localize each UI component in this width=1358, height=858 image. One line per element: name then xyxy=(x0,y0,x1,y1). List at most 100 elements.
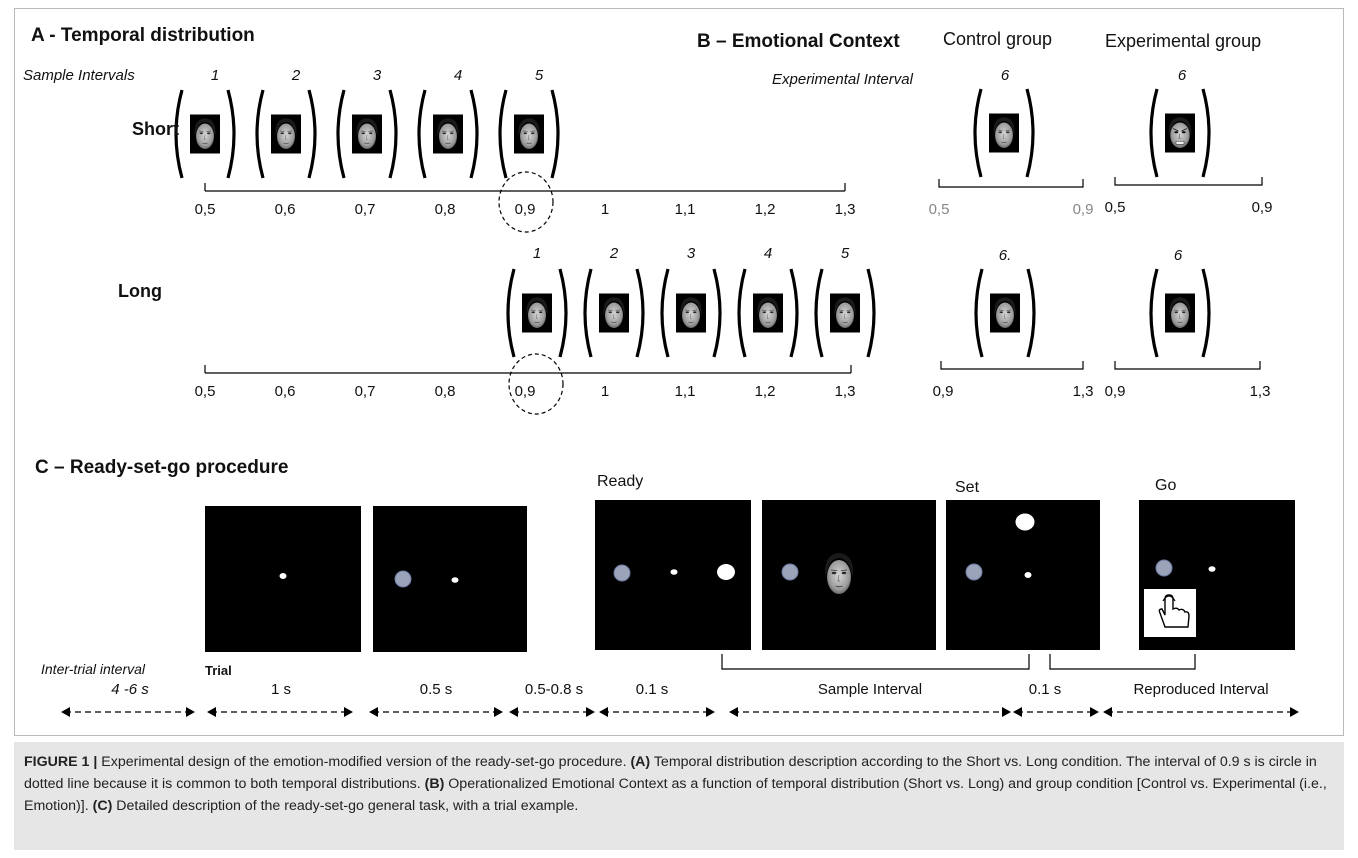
ready-disk xyxy=(965,563,983,581)
caption-lead: FIGURE 1 | xyxy=(24,754,98,770)
long-axis-tick-label: 1,1 xyxy=(674,383,696,400)
ready-disk xyxy=(781,563,799,581)
caption-b: (B) xyxy=(424,776,445,792)
ready-flash xyxy=(717,564,735,580)
long-sample-number: 2 xyxy=(609,245,619,262)
arrow-head-left xyxy=(61,707,70,717)
left-bracket xyxy=(417,89,427,179)
right-bracket xyxy=(550,89,560,179)
panel-a-title: A - Temporal distribution xyxy=(31,25,255,47)
face-photo-icon xyxy=(433,114,463,154)
right-bracket xyxy=(635,268,645,358)
go-label: Go xyxy=(1155,477,1177,494)
panel-c-title: C – Ready-set-go procedure xyxy=(35,457,288,479)
long-sample-number: 4 xyxy=(763,245,773,262)
control-long-number: 6. xyxy=(998,247,1012,264)
face-photo-icon xyxy=(830,293,860,333)
left-bracket xyxy=(583,268,593,358)
control-short-tick-start: 0,5 xyxy=(928,201,950,218)
duration-arrow xyxy=(1103,707,1299,717)
long-sample-number: 5 xyxy=(840,245,850,262)
face-photo-icon xyxy=(190,114,220,154)
right-bracket xyxy=(1025,88,1035,178)
left-bracket xyxy=(255,89,265,179)
face-photo-icon xyxy=(819,548,859,600)
experimental-long-face-stimulus xyxy=(1149,268,1211,358)
face-photo-icon xyxy=(599,293,629,333)
caption-text-3: Operationalized Emotional Context as a f… xyxy=(24,776,1327,814)
short-axis-tick-label: 0,8 xyxy=(434,201,456,218)
left-bracket xyxy=(506,268,516,358)
control-long-tick-start: 0,9 xyxy=(932,383,954,400)
control-short-face-stimulus xyxy=(973,88,1035,178)
control-short-number: 6 xyxy=(1000,67,1010,84)
long-face-stimulus xyxy=(737,268,799,358)
short-axis-tick-label: 0,7 xyxy=(354,201,376,218)
control-long-face-stimulus xyxy=(974,268,1036,358)
fixation-dot xyxy=(1208,566,1216,572)
dotted-circle-0-9-short xyxy=(498,171,554,233)
arrow-head-left xyxy=(1013,707,1022,717)
short-face-stimulus xyxy=(255,89,317,179)
arrow-head-right xyxy=(186,707,195,717)
right-bracket xyxy=(388,89,398,179)
face-photo-icon xyxy=(1165,113,1195,153)
arrow-head-right xyxy=(1290,707,1299,717)
arrow-head-right xyxy=(494,707,503,717)
panel-a-title-text: - Temporal distribution xyxy=(44,25,255,46)
ready-disk xyxy=(1155,559,1173,577)
ready-disk xyxy=(613,564,631,582)
long-face-stimulus xyxy=(660,268,722,358)
face-photo-icon xyxy=(990,293,1020,333)
duration-arrow xyxy=(369,707,503,717)
right-bracket xyxy=(789,268,799,358)
fixation-dot xyxy=(670,569,678,575)
experimental-short-number: 6 xyxy=(1177,67,1187,84)
experimental-short-axis xyxy=(1114,177,1263,186)
arrow-head-right xyxy=(586,707,595,717)
long-axis-tick-label: 0,9 xyxy=(514,383,536,400)
long-sample-number: 1 xyxy=(532,245,542,262)
control-group-label: Control group xyxy=(943,29,1053,49)
experimental-group-label: Experimental group xyxy=(1105,31,1262,51)
short-sample-number: 3 xyxy=(372,67,382,84)
long-axis-tick-label: 0,6 xyxy=(274,383,296,400)
panel-c-letter: C xyxy=(35,457,49,478)
caption-c: (C) xyxy=(92,798,113,814)
long-axis-tick-label: 1 xyxy=(600,383,610,400)
short-face-stimulus xyxy=(417,89,479,179)
arrow-head-right xyxy=(1090,707,1099,717)
face-photo-icon xyxy=(514,114,544,154)
right-bracket xyxy=(712,268,722,358)
long-condition-label: Long xyxy=(118,281,162,301)
right-bracket xyxy=(558,268,568,358)
right-bracket xyxy=(1201,88,1211,178)
figure-caption: FIGURE 1 | Experimental design of the em… xyxy=(14,742,1344,850)
experimental-short-face-stimulus xyxy=(1149,88,1211,178)
arrow-head-left xyxy=(729,707,738,717)
panel-b-title-text: – Emotional Context xyxy=(710,31,900,52)
face-photo-icon xyxy=(522,293,552,333)
short-axis-tick-label: 1,1 xyxy=(674,201,696,218)
caption-text-1: Experimental design of the emotion-modif… xyxy=(97,754,631,770)
sample-intervals-label: Sample Intervals xyxy=(23,67,135,84)
short-axis-tick-label: 1 xyxy=(600,201,610,218)
long-axis-tick-label: 0,8 xyxy=(434,383,456,400)
duration-label: Sample Interval xyxy=(817,681,923,698)
control-short-tick-end: 0,9 xyxy=(1072,201,1094,218)
right-bracket xyxy=(1026,268,1036,358)
duration-label: 4 -6 s xyxy=(111,681,149,698)
short-axis-tick-label: 0,6 xyxy=(274,201,296,218)
fixation-dot xyxy=(279,573,287,579)
long-axis-tick-label: 1,2 xyxy=(754,383,776,400)
long-face-stimulus xyxy=(814,268,876,358)
arrow-head-right xyxy=(344,707,353,717)
face-photo-icon xyxy=(1165,293,1195,333)
dotted-circle-0-9-long xyxy=(508,353,564,415)
short-face-stimulus xyxy=(336,89,398,179)
arrow-head-right xyxy=(1002,707,1011,717)
experimental-short-tick-start: 0,5 xyxy=(1104,199,1126,216)
left-bracket xyxy=(814,268,824,358)
left-bracket xyxy=(737,268,747,358)
experimental-long-axis xyxy=(1114,361,1261,370)
